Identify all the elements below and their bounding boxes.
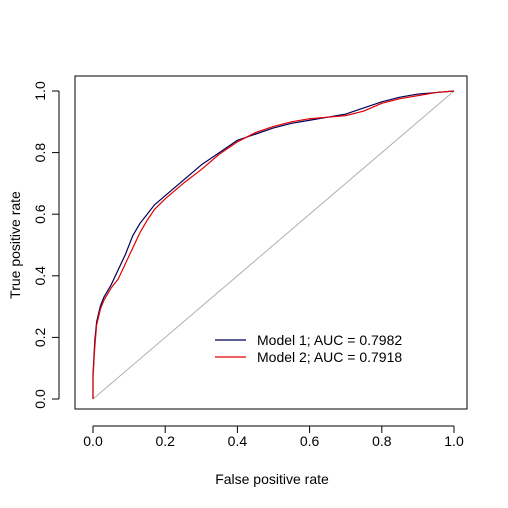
roc-curve-model-1: [92, 90, 455, 399]
y-tick-label: 0.0: [32, 389, 48, 409]
x-tick-label: 0.0: [83, 433, 103, 449]
x-tick-label: 0.4: [228, 433, 248, 449]
x-ticks: 0.0 0.2 0.4 0.6 0.8 1.0: [83, 426, 464, 449]
y-tick-label: 0.2: [32, 327, 48, 347]
x-tick-label: 0.6: [300, 433, 320, 449]
roc-curve-model-2: [92, 90, 455, 399]
reference-diagonal-line: [92, 90, 455, 400]
legend-label-model-2: Model 2; AUC = 0.7918: [257, 349, 402, 365]
x-tick-label: 0.2: [155, 433, 175, 449]
y-tick-label: 1.0: [32, 81, 48, 101]
x-tick-label: 0.8: [372, 433, 392, 449]
y-axis-label: True positive rate: [7, 191, 23, 299]
series-layer: [92, 90, 455, 399]
legend-label-model-1: Model 1; AUC = 0.7982: [257, 332, 402, 348]
y-tick-label: 0.4: [32, 266, 48, 286]
plot-frame: [74, 75, 468, 410]
x-axis-label: False positive rate: [215, 471, 329, 487]
y-tick-label: 0.8: [32, 143, 48, 163]
x-tick-label: 1.0: [444, 433, 464, 449]
y-tick-label: 0.6: [32, 204, 48, 224]
y-ticks: 0.0 0.2 0.4 0.6 0.8 1.0: [32, 81, 59, 409]
